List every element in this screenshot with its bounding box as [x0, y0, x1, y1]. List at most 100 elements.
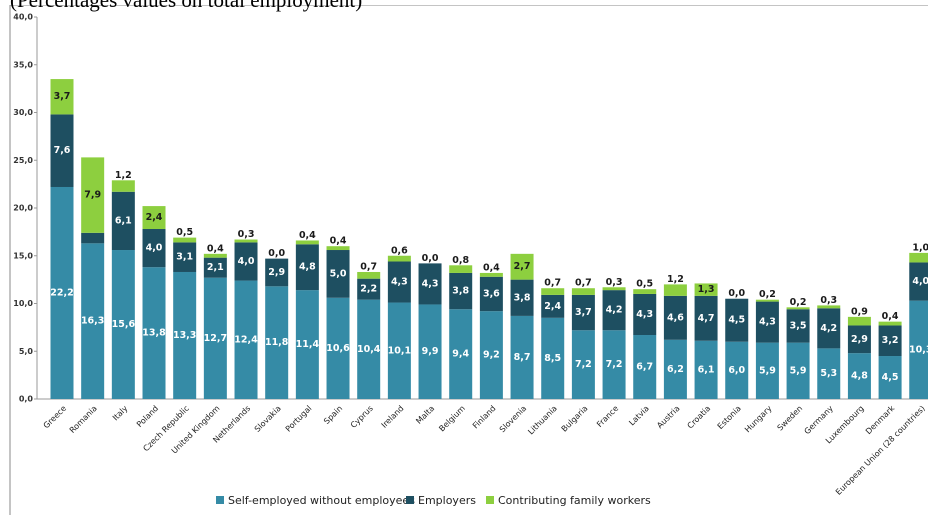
bar-segment	[387, 302, 411, 399]
bar-segment	[571, 288, 595, 295]
bar-segment	[50, 186, 74, 399]
bar-segment	[326, 250, 350, 298]
value-label: 4,7	[698, 313, 715, 324]
bar-segment	[449, 265, 473, 273]
value-label: 0,7	[544, 278, 561, 289]
bar-segment	[878, 356, 902, 399]
bar-segment	[81, 243, 105, 399]
bar-segment	[142, 229, 166, 268]
value-label: 9,4	[452, 349, 469, 360]
value-label: 3,1	[176, 252, 193, 263]
bar-segment	[111, 180, 135, 192]
value-label: 5,9	[790, 365, 807, 376]
bar-segment	[234, 242, 258, 281]
value-label: 0,2	[759, 289, 776, 300]
value-label: 13,8	[142, 328, 166, 339]
bar-segment	[173, 271, 197, 399]
bar-segment	[725, 341, 749, 399]
bar-segment	[541, 294, 565, 318]
legend-swatch	[486, 496, 494, 504]
bar-segment	[663, 295, 687, 340]
value-label: 2,4	[544, 301, 561, 312]
bar-segment	[81, 157, 105, 233]
y-tick-label: 40,0	[13, 13, 33, 22]
value-label: 4,3	[759, 317, 776, 328]
bar-segment	[357, 278, 381, 300]
bar-segment	[755, 299, 779, 302]
bar-segment	[510, 253, 534, 280]
value-label: 0,2	[790, 297, 807, 308]
bar-segment	[510, 279, 534, 316]
value-label: 2,9	[851, 334, 868, 345]
bar-segment	[633, 335, 657, 399]
y-tick-label: 5,0	[19, 347, 34, 356]
value-label: 2,2	[360, 284, 377, 295]
value-label: 1,0	[912, 242, 928, 253]
value-label: 1,2	[667, 274, 684, 285]
bar-segment	[234, 280, 258, 399]
value-label: 0,4	[330, 236, 347, 247]
bar-segment	[786, 342, 810, 399]
value-label: 0,8	[452, 255, 469, 266]
value-label: 6,0	[728, 365, 745, 376]
bar-segment	[633, 293, 657, 336]
value-label: 15,6	[112, 319, 136, 330]
value-label: 9,9	[422, 346, 439, 357]
bar-segment	[786, 309, 810, 343]
value-label: 5,9	[759, 365, 776, 376]
bar-segment	[878, 321, 902, 326]
bar-segment	[203, 257, 227, 278]
value-label: 0,5	[176, 227, 193, 238]
legend-label: Contributing family workers	[498, 494, 651, 507]
y-tick-label: 30,0	[13, 108, 33, 117]
bar-segment	[571, 294, 595, 331]
bar-segment	[111, 191, 135, 251]
bar-segment	[326, 246, 350, 251]
bar-segment	[817, 308, 841, 349]
value-label: 10,6	[326, 343, 350, 354]
value-label: 9,2	[483, 350, 500, 361]
value-label: 3,7	[54, 91, 71, 102]
bar-segment	[265, 286, 289, 399]
bar-segment	[786, 307, 810, 310]
value-label: 4,3	[422, 278, 439, 289]
bar-segment	[81, 232, 105, 244]
bar-segment	[142, 267, 166, 399]
value-label: 0,3	[238, 229, 255, 240]
value-label: 0,4	[483, 262, 500, 273]
value-label: 3,8	[452, 286, 469, 297]
bar-segment	[725, 298, 749, 342]
bar-segment	[510, 315, 534, 399]
value-label: 3,6	[483, 288, 500, 299]
value-label: 4,5	[882, 372, 899, 383]
bar-segment	[847, 353, 871, 399]
bar-segment	[387, 261, 411, 303]
value-label: 0,4	[882, 311, 899, 322]
value-label: 7,2	[606, 359, 623, 370]
bar-segment	[541, 317, 565, 399]
value-label: 2,9	[268, 267, 285, 278]
value-label: 4,2	[820, 323, 837, 334]
bar-segment	[295, 244, 319, 291]
bar-segment	[418, 263, 442, 305]
value-label: 0,7	[575, 278, 592, 289]
value-label: 22,2	[50, 287, 73, 298]
bar-segment	[142, 206, 166, 230]
value-label: 0,5	[636, 279, 653, 290]
value-label: 0,4	[207, 243, 224, 254]
value-label: 11,4	[296, 339, 320, 350]
bar-segment	[663, 339, 687, 399]
bar-segment	[265, 258, 289, 287]
value-label: 1,2	[115, 170, 132, 181]
bar-segment	[357, 271, 381, 279]
value-label: 2,1	[207, 262, 224, 273]
value-label: 7,9	[84, 190, 101, 201]
value-label: 0,6	[391, 245, 408, 256]
bar-segment	[755, 301, 779, 343]
bar-segment	[663, 284, 687, 296]
bar-segment	[50, 79, 74, 115]
bar-segment	[295, 240, 319, 245]
bar-segment	[418, 304, 442, 399]
bar-segment	[173, 242, 197, 272]
